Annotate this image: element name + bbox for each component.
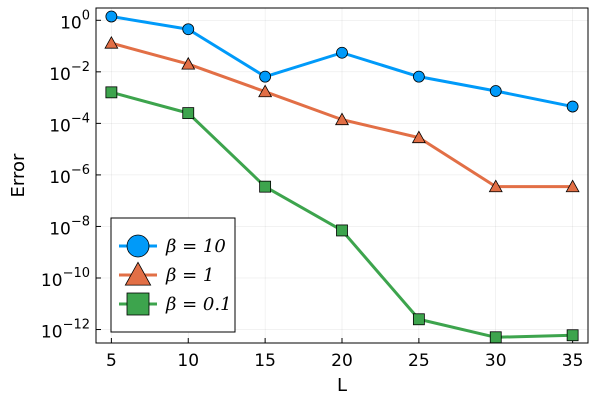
data-point-triangle bbox=[488, 179, 503, 193]
data-point-triangle bbox=[411, 130, 426, 144]
y-tick-label: 10−4 bbox=[49, 111, 90, 136]
legend-item: β = 0.1 bbox=[119, 292, 232, 316]
x-tick-label: 35 bbox=[562, 351, 584, 371]
x-axis-title: L bbox=[337, 375, 347, 396]
data-point-square bbox=[182, 107, 195, 120]
data-point-square bbox=[105, 86, 118, 99]
data-point-square bbox=[259, 180, 272, 193]
data-point-circle bbox=[259, 70, 272, 83]
series-layer bbox=[104, 10, 580, 344]
legend-label: β = 0.1 bbox=[165, 294, 232, 315]
data-point-square bbox=[412, 313, 425, 326]
y-tick-label: 10−6 bbox=[49, 163, 90, 188]
x-tick-label: 5 bbox=[106, 351, 117, 371]
data-point-circle bbox=[566, 100, 579, 113]
legend-item: β = 10 bbox=[119, 234, 226, 258]
y-tick-label: 10−2 bbox=[49, 60, 90, 85]
y-tick-label: 100 bbox=[60, 8, 90, 33]
data-point-triangle bbox=[258, 84, 273, 98]
x-tick-label: 30 bbox=[485, 351, 507, 371]
x-tick-label: 15 bbox=[254, 351, 276, 371]
legend: β = 10 β = 1 β = 0.1 bbox=[110, 217, 236, 333]
y-axis-ticks: 100 10−2 10−4 10−6 10−8 10−10 10−12 bbox=[41, 8, 101, 343]
data-point-square bbox=[489, 331, 502, 344]
series-triangle bbox=[104, 35, 580, 193]
y-tick-label: 10−10 bbox=[41, 266, 90, 291]
series-circle bbox=[105, 10, 579, 113]
data-point-circle bbox=[412, 70, 425, 83]
data-point-circle bbox=[105, 10, 118, 23]
data-point-square bbox=[566, 329, 579, 342]
series-square bbox=[105, 86, 579, 344]
data-point-square bbox=[126, 292, 150, 316]
y-tick-label: 10−8 bbox=[49, 214, 90, 239]
data-point-triangle bbox=[104, 35, 119, 49]
data-point-square bbox=[336, 224, 348, 237]
legend-label: β = 10 bbox=[165, 236, 226, 257]
y-tick-label: 10−12 bbox=[41, 318, 90, 343]
data-point-triangle bbox=[565, 179, 580, 193]
legend-item: β = 1 bbox=[119, 261, 214, 286]
x-tick-label: 10 bbox=[177, 351, 199, 371]
data-point-circle bbox=[182, 23, 195, 36]
data-point-triangle bbox=[334, 112, 350, 126]
data-point-circle bbox=[126, 234, 150, 258]
x-tick-label: 25 bbox=[408, 351, 430, 371]
data-point-circle bbox=[336, 46, 348, 59]
data-point-triangle bbox=[181, 56, 196, 70]
legend-label: β = 1 bbox=[165, 265, 214, 286]
x-axis-ticks: 5 10 15 20 25 30 35 bbox=[106, 338, 583, 371]
x-tick-label: 20 bbox=[331, 351, 353, 371]
data-point-circle bbox=[489, 85, 502, 97]
y-axis-title: Error bbox=[8, 153, 29, 197]
data-point-triangle bbox=[124, 261, 152, 286]
